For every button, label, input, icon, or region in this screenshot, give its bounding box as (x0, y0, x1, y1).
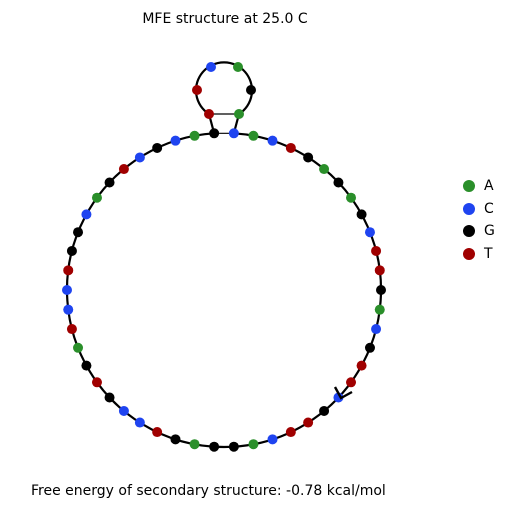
legend-item-a: A (463, 175, 495, 198)
nucleotide-c (63, 304, 74, 315)
nucleotide-c (364, 227, 375, 238)
nucleotide-g (104, 392, 115, 403)
nucleotide-t (346, 377, 357, 388)
free-energy-caption: Free energy of secondary structure: -0.7… (31, 483, 386, 499)
nucleotide-t (285, 427, 296, 438)
nucleotide-t (204, 109, 214, 119)
nucleotide-g (228, 441, 239, 452)
legend-item-t: T (463, 243, 495, 266)
legend-item-g: G (463, 220, 495, 243)
nucleotide-g (333, 177, 344, 188)
nucleotide-g (303, 152, 314, 163)
legend-label: A (484, 178, 494, 195)
nucleotide-a (189, 130, 200, 141)
nucleotide-a (73, 342, 84, 353)
nucleotide-t (91, 377, 102, 388)
nucleotide-g (104, 177, 115, 188)
nucleotide-t (371, 245, 382, 256)
nucleotide-c (62, 285, 72, 295)
nucleotide-c (134, 417, 145, 428)
nucleotide-a (189, 439, 200, 450)
nucleotide-a (233, 62, 243, 72)
nucleotide-a (91, 192, 102, 203)
legend-label: C (484, 200, 494, 217)
nucleotide-a (374, 304, 385, 315)
nucleotide-g (170, 434, 181, 445)
strand-end-marker (333, 386, 353, 400)
nucleotide-t (356, 360, 367, 371)
nucleotide-c (118, 405, 129, 416)
nucleotide-g (356, 209, 367, 220)
nucleotide-c (228, 128, 239, 139)
nucleotide-a (319, 164, 330, 175)
nucleotide-t (66, 324, 77, 335)
backbone-and-bonds (65, 61, 383, 449)
nucleotide-g (364, 342, 375, 353)
nucleotide-c (81, 209, 92, 220)
legend-label: T (484, 245, 493, 262)
nucleotide-c (267, 434, 278, 445)
chart-title: MFE structure at 25.0 C (142, 11, 308, 27)
nucleotide-c (267, 135, 278, 146)
nucleotide-t (118, 164, 129, 175)
nucleotide-g (81, 360, 92, 371)
nucleotide-t (303, 417, 314, 428)
nucleotide-g (152, 142, 163, 153)
nucleotide-a (248, 439, 259, 450)
nucleotide-c (206, 62, 216, 72)
nucleotide-t (374, 265, 385, 276)
legend-item-c: C (463, 198, 495, 221)
legend-dot (463, 180, 475, 193)
arrow-icon (333, 386, 353, 400)
nucleotide-t (152, 427, 163, 438)
nucleotide-t (192, 85, 202, 95)
nucleotide-a (248, 130, 259, 141)
nucleotide-g (319, 405, 330, 416)
backbone-hairpin (194, 61, 254, 115)
legend-dot (463, 225, 475, 238)
nucleotide-c (170, 135, 181, 146)
legend-label: G (484, 223, 495, 240)
legend-dot (463, 247, 475, 260)
nucleotide-layer (62, 62, 386, 452)
nucleotide-c (134, 152, 145, 163)
nucleotide-g (73, 227, 84, 238)
nucleotide-g (376, 285, 386, 295)
nucleotide-a (234, 109, 244, 119)
nucleotide-g (246, 85, 256, 95)
nucleotide-g (66, 245, 77, 256)
backbone-loop (65, 132, 383, 449)
nucleotide-a (346, 192, 357, 203)
nucleotide-t (63, 265, 74, 276)
legend-dot (463, 202, 475, 215)
nucleotide-c (333, 392, 344, 403)
nucleotide-g (209, 128, 220, 139)
nucleotide-c (371, 324, 382, 335)
nucleotide-g (209, 441, 220, 452)
nucleotide-t (285, 142, 296, 153)
